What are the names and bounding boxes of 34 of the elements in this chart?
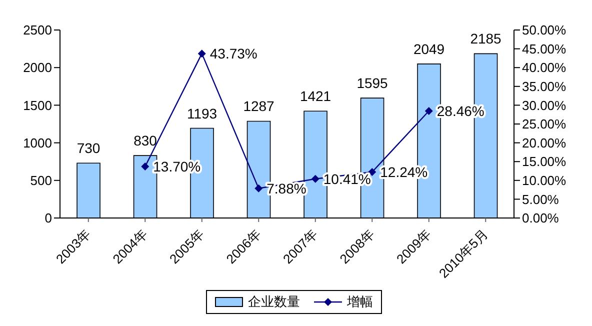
y2-tick-label: 25.00% (522, 116, 567, 132)
y-tick-label: 2500 (23, 22, 52, 38)
y-tick-label: 2000 (23, 60, 52, 76)
point (198, 50, 206, 58)
point (141, 162, 150, 170)
y-tick-label: 500 (30, 173, 52, 188)
y2-tick-label: 40.00% (522, 60, 567, 76)
y2-tick-label: 30.00% (522, 98, 567, 113)
data-label: 1287 (243, 98, 275, 114)
data-label: 830 (134, 132, 158, 149)
data-label: 43.73% (210, 46, 258, 62)
data-label: 1421 (300, 88, 332, 104)
y2-tick-label: 5.00% (522, 192, 560, 207)
y2-tick-label: 20.00% (522, 135, 567, 150)
y-tick-label: 1000 (23, 135, 52, 150)
data-label: 1193 (186, 105, 218, 122)
point (424, 106, 433, 115)
y-tick-label: 0 (44, 210, 52, 226)
point (311, 174, 320, 183)
data-label: 730 (76, 140, 100, 156)
legend-label: 增幅 (347, 293, 373, 311)
y2-tick-label: 35.00% (522, 79, 567, 94)
data-label: 1595 (356, 75, 388, 92)
y2-tick-label: 50.00% (522, 22, 567, 38)
y2-tick-label: 0.00% (522, 210, 560, 226)
point (368, 168, 376, 176)
data-label: 2049 (413, 40, 445, 57)
y2-tick-label: 10.00% (522, 173, 567, 188)
y-tick-label: 1500 (23, 98, 52, 113)
y2-tick-label: 15.00% (522, 154, 567, 170)
legend-label: 企业数量 (248, 293, 300, 311)
data-label: 2185 (470, 30, 502, 47)
y2-tick-label: 45.00% (522, 41, 567, 56)
point (254, 184, 263, 192)
